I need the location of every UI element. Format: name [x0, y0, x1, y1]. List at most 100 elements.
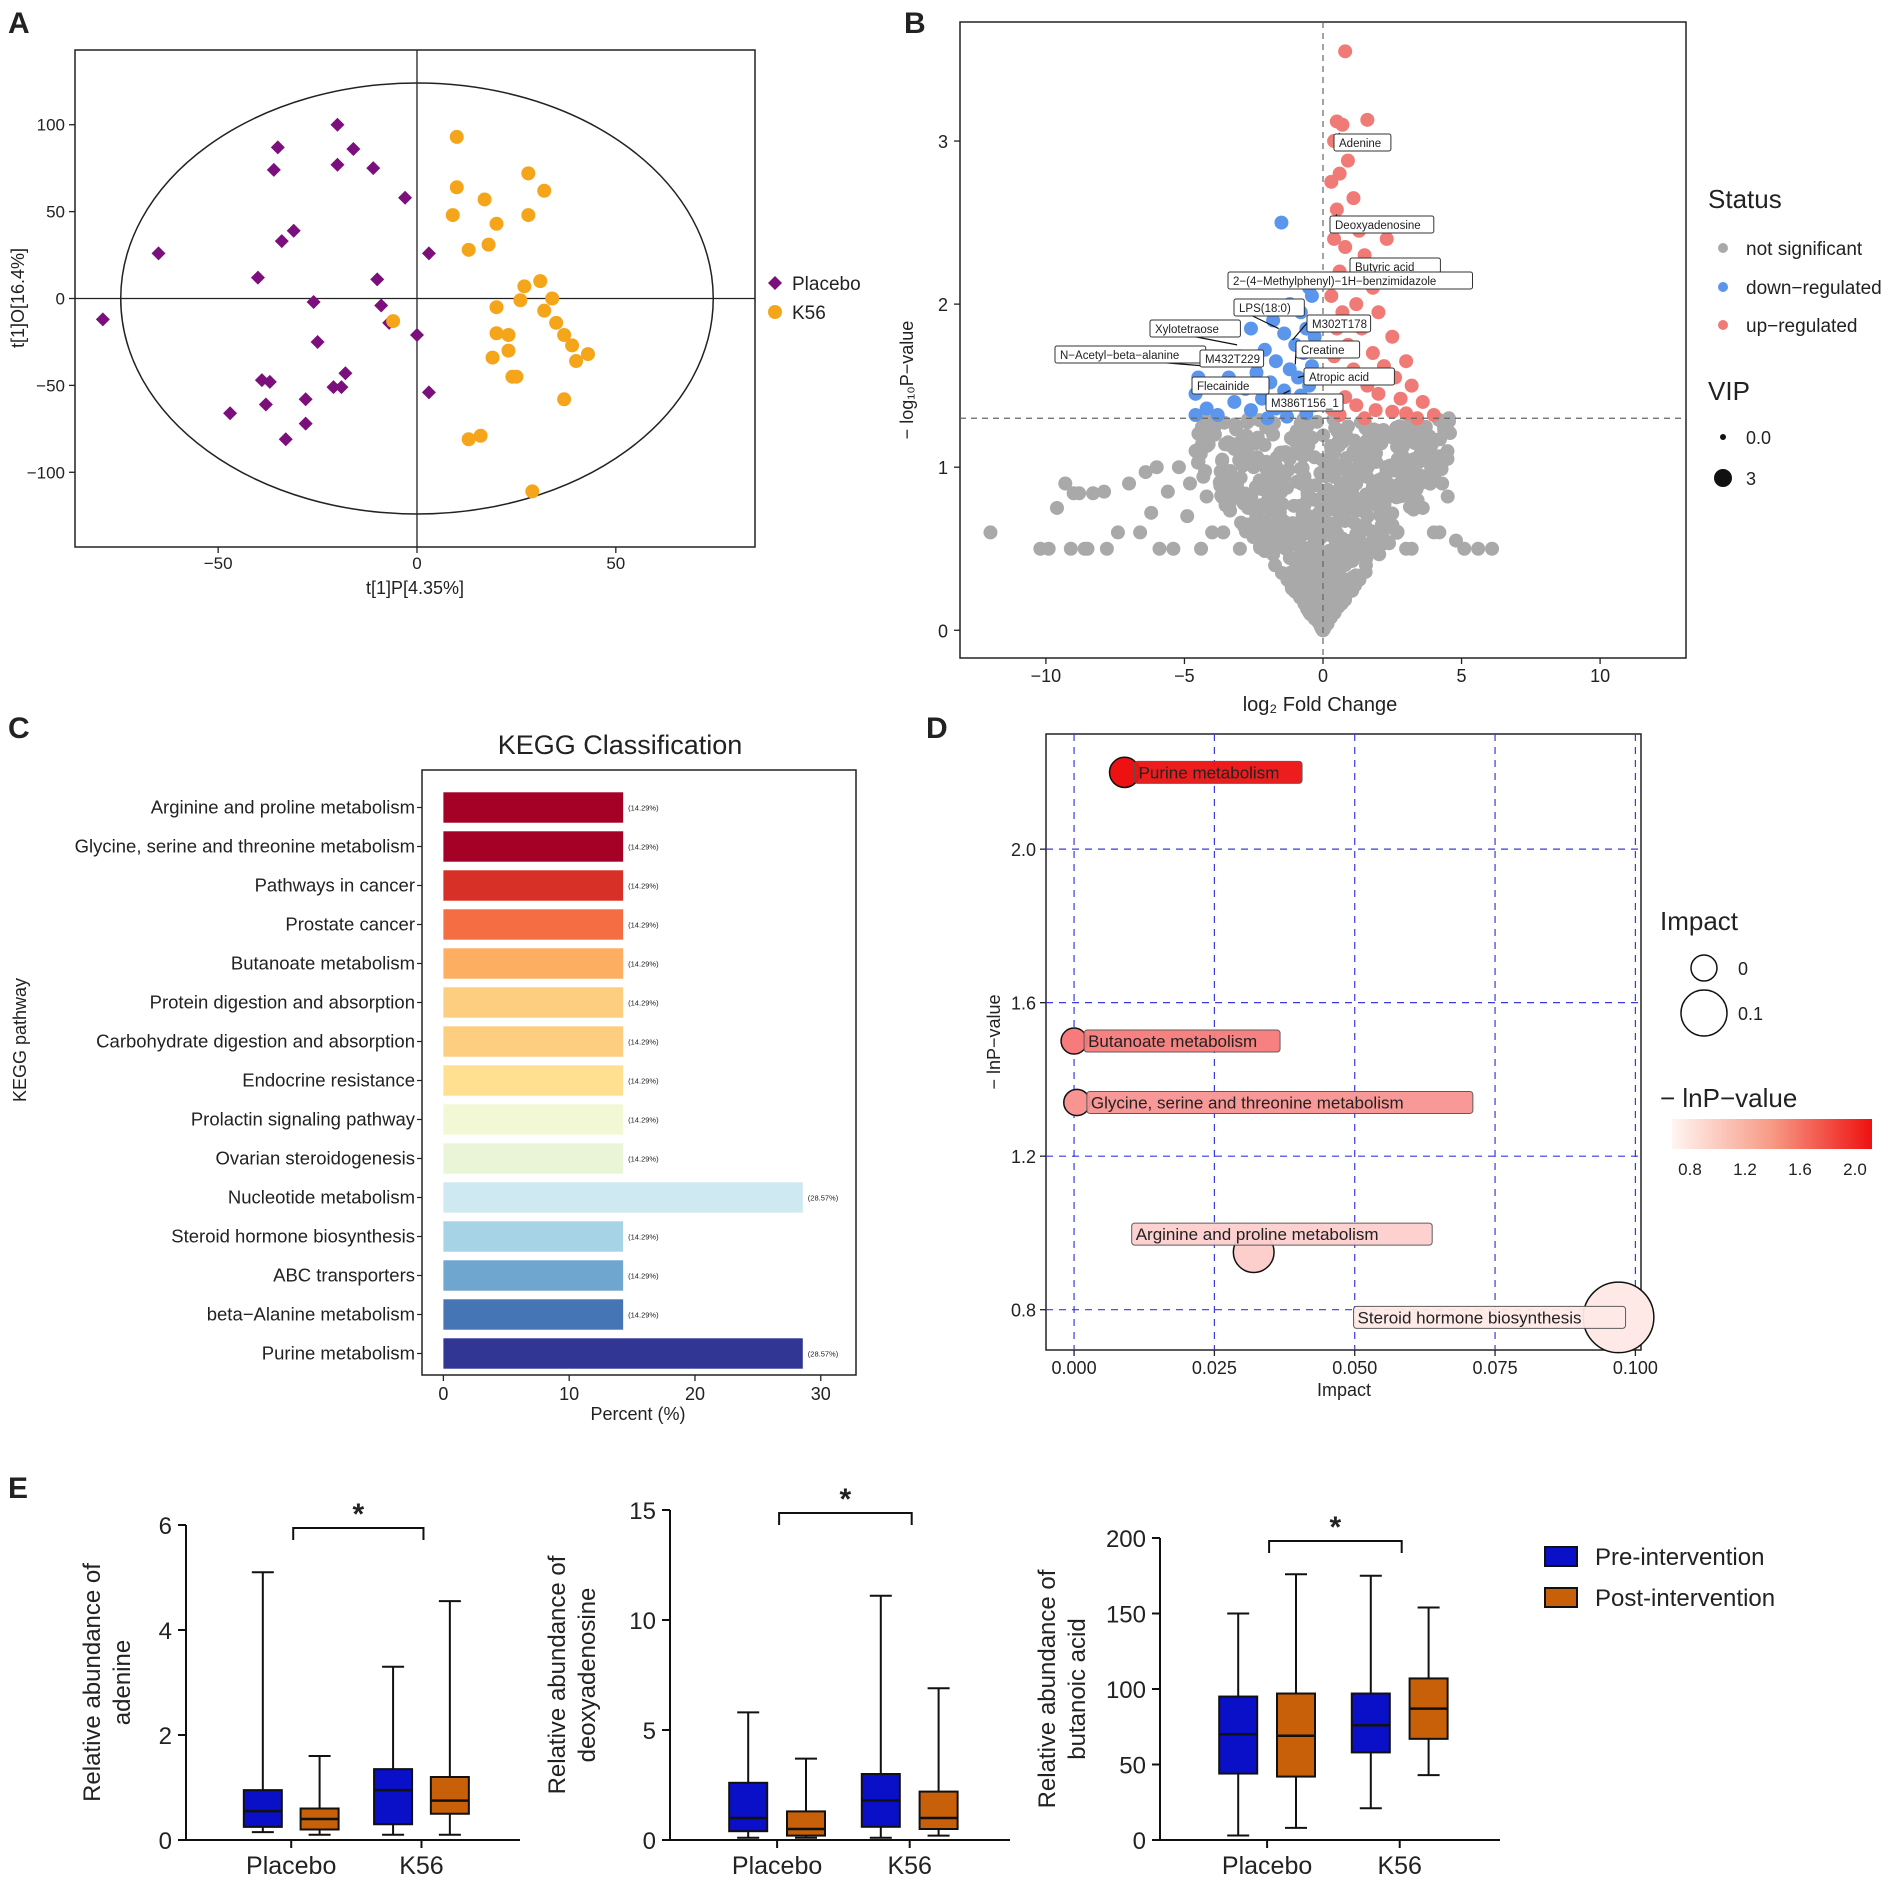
bar-value-label: (14.29%) — [628, 1116, 659, 1125]
y-tick-label: 100 — [1106, 1677, 1146, 1704]
data-point-k56 — [545, 291, 560, 306]
annotation-label: M432T229 — [1205, 354, 1260, 366]
data-point-not-significant — [1199, 489, 1214, 504]
data-point-not-significant — [1295, 501, 1310, 516]
y-tick-label: 3 — [938, 132, 948, 152]
pathway-label: Arginine and proline metabolism — [1136, 1225, 1379, 1244]
data-point-up-regulated — [1324, 288, 1339, 303]
category-label: Protein digestion and absorption — [150, 992, 415, 1013]
x-tick-label: 0 — [1318, 666, 1328, 686]
panel-c-y-axis-label: KEGG pathway — [10, 978, 30, 1102]
category-label: Prolactin signaling pathway — [191, 1109, 416, 1130]
data-point-not-significant — [1240, 415, 1255, 430]
y-tick-label: 0 — [1133, 1828, 1146, 1855]
bar-value-label: (14.29%) — [628, 921, 659, 930]
panel-e-box-plots: Pre-intervention Post-intervention 0 2 4 6 R… — [79, 1483, 1775, 1880]
y-axis-label-line-2: butanoic acid — [1064, 1618, 1091, 1759]
data-point-up-regulated — [1399, 406, 1414, 421]
data-point-up-regulated — [1338, 240, 1353, 255]
data-point-not-significant — [1299, 427, 1314, 442]
x-tick-label: −50 — [204, 554, 233, 573]
data-point-up-regulated — [1340, 153, 1355, 168]
data-point-k56 — [449, 180, 464, 195]
data-point-not-significant — [1196, 469, 1211, 484]
y-axis-label-line-2: adenine — [109, 1640, 136, 1725]
data-point-not-significant — [1412, 468, 1427, 483]
box-pre-intervention — [1350, 1692, 1391, 1754]
data-point-up-regulated — [1371, 386, 1386, 401]
data-point-k56 — [517, 279, 532, 294]
legend-color-tick: 1.2 — [1733, 1160, 1757, 1179]
annotation-label-box — [1306, 314, 1372, 333]
data-point-placebo — [409, 327, 424, 342]
data-point-not-significant — [1138, 465, 1153, 480]
annotation-label: Flecainide — [1197, 381, 1249, 393]
data-point-up-regulated — [1368, 403, 1383, 418]
data-point-not-significant — [1232, 541, 1247, 556]
data-point-up-regulated — [1404, 378, 1419, 393]
data-point-not-significant — [1306, 539, 1321, 554]
data-point-not-significant — [1382, 484, 1397, 499]
y-tick-label: 0 — [56, 290, 65, 309]
panel-label-b: B — [904, 7, 926, 40]
data-point-not-significant — [1426, 525, 1441, 540]
data-point-placebo — [366, 161, 381, 176]
y-tick-label: 1 — [938, 458, 948, 478]
data-point-k56 — [489, 326, 504, 341]
data-point-k56 — [580, 347, 595, 362]
box-pre-intervention — [373, 1768, 414, 1826]
data-point-not-significant — [1424, 460, 1439, 475]
data-point-not-significant — [1271, 509, 1286, 524]
bar-value-label: (14.29%) — [628, 1272, 659, 1281]
data-point-placebo — [330, 117, 345, 132]
data-point-up-regulated — [1335, 117, 1350, 132]
bar-value-label: (28.57%) — [808, 1350, 839, 1359]
bar-value-label: (28.57%) — [808, 1194, 839, 1203]
data-point-not-significant — [1365, 525, 1380, 540]
legend-label-k56: K56 — [792, 303, 826, 324]
data-point-up-regulated — [1426, 408, 1441, 423]
legend-label-post-intervention: Post-intervention — [1595, 1585, 1775, 1612]
data-point-down-regulated — [1307, 329, 1322, 344]
pathway-label: Butanoate metabolism — [1088, 1032, 1257, 1051]
data-point-placebo — [151, 246, 166, 261]
data-point-not-significant — [1306, 554, 1321, 569]
annotation-label: Creatine — [1301, 345, 1344, 357]
data-point-not-significant — [1133, 525, 1148, 540]
pathway-label-box — [1131, 1222, 1433, 1246]
data-point-k56 — [485, 350, 500, 365]
legend-vip-small-dot-icon — [1720, 434, 1726, 440]
data-point-not-significant — [1407, 435, 1422, 450]
panel-label-d: D — [926, 712, 948, 745]
annotation-label: Adenine — [1339, 138, 1381, 150]
legend-not-significant-dot-icon — [1718, 243, 1728, 253]
panel-d-x-axis-label: Impact — [1317, 1380, 1371, 1400]
data-point-down-regulated — [1260, 411, 1275, 426]
data-point-not-significant — [1377, 497, 1392, 512]
data-point-up-regulated — [1371, 305, 1386, 320]
annotation-label-box — [1303, 367, 1395, 386]
significance-marker: * — [1330, 1511, 1342, 1544]
y-tick-label: 50 — [1119, 1753, 1146, 1780]
y-tick-label: 1.2 — [1011, 1147, 1036, 1167]
significance-bracket — [1268, 1540, 1403, 1553]
data-point-not-significant — [1066, 486, 1081, 501]
legend-impact-large-circle-icon — [1680, 989, 1728, 1037]
legend-label-placebo: Placebo — [792, 274, 861, 295]
panel-c-title: KEGG Classification — [498, 730, 743, 760]
bar-value-label: (14.29%) — [628, 1038, 659, 1047]
data-point-not-significant — [1219, 468, 1234, 483]
data-point-not-significant — [1160, 484, 1175, 499]
data-point-placebo — [374, 298, 389, 313]
bar-value-label: (14.29%) — [628, 1077, 659, 1086]
data-point-not-significant — [1188, 443, 1203, 458]
bar-value-label: (14.29%) — [628, 804, 659, 813]
data-point-placebo — [274, 234, 289, 249]
data-point-not-significant — [1252, 498, 1267, 513]
data-point-not-significant — [1245, 433, 1260, 448]
group-label: Placebo — [246, 1852, 336, 1880]
panel-a-x-axis-label: t[1]P[4.35%] — [366, 578, 464, 598]
data-point-not-significant — [1366, 544, 1381, 559]
data-point-not-significant — [1415, 500, 1430, 515]
y-tick-label: 200 — [1106, 1526, 1146, 1553]
